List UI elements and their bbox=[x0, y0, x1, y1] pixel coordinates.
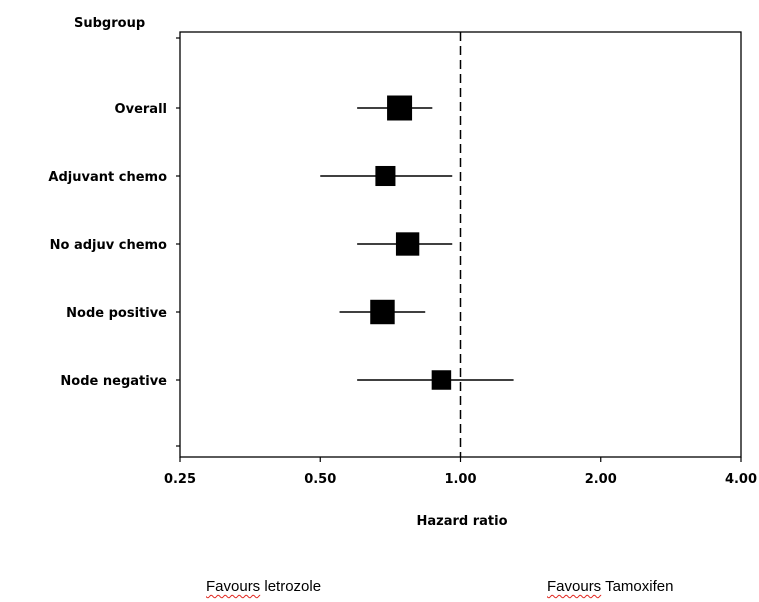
hazard-ratio-marker bbox=[431, 370, 452, 390]
x-tick-label: 1.00 bbox=[444, 472, 476, 487]
x-tick-label: 2.00 bbox=[585, 472, 617, 487]
hazard-ratio-marker bbox=[387, 95, 413, 121]
hazard-ratio-marker bbox=[370, 299, 395, 325]
subgroup-row: No adjuv chemo bbox=[50, 232, 453, 256]
favours-word: Favours bbox=[547, 578, 602, 595]
subgroup-rows: Overall Adjuvant chemo No adjuv chemo Node … bbox=[48, 95, 514, 390]
x-tick-label: 0.50 bbox=[304, 472, 336, 487]
x-axis-title: Hazard ratio bbox=[416, 514, 507, 529]
favours-target: Tamoxifen bbox=[601, 578, 674, 595]
x-tick-label: 0.25 bbox=[164, 472, 196, 487]
x-tick-label: 4.00 bbox=[725, 472, 757, 487]
hazard-ratio-marker bbox=[375, 165, 396, 187]
subgroup-row: Overall bbox=[115, 95, 433, 121]
row-label: Adjuvant chemo bbox=[48, 170, 167, 185]
y-axis-ticks bbox=[176, 37, 180, 447]
favours-target: letrozole bbox=[260, 578, 322, 595]
hazard-ratio-marker bbox=[395, 232, 420, 256]
row-label: No adjuv chemo bbox=[50, 238, 167, 253]
favours-word: Favours bbox=[206, 578, 261, 595]
favours-letrozole-label: Favours letrozole bbox=[206, 578, 321, 596]
row-label: Node negative bbox=[60, 374, 167, 389]
subgroup-row: Adjuvant chemo bbox=[48, 165, 453, 187]
x-axis-ticks: 0.25 0.50 1.00 2.00 4.00 bbox=[164, 457, 757, 487]
subgroup-header: Subgroup bbox=[74, 16, 145, 31]
subgroup-row: Node negative bbox=[60, 370, 514, 390]
subgroup-row: Node positive bbox=[66, 299, 426, 325]
favours-tamoxifen-label: Favours Tamoxifen bbox=[547, 578, 673, 596]
row-label: Overall bbox=[115, 102, 167, 117]
row-label: Node positive bbox=[66, 306, 167, 321]
